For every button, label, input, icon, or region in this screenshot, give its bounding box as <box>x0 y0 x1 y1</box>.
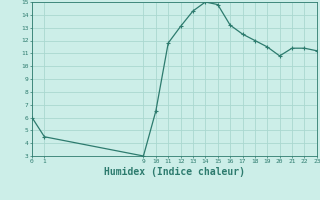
X-axis label: Humidex (Indice chaleur): Humidex (Indice chaleur) <box>104 167 245 177</box>
